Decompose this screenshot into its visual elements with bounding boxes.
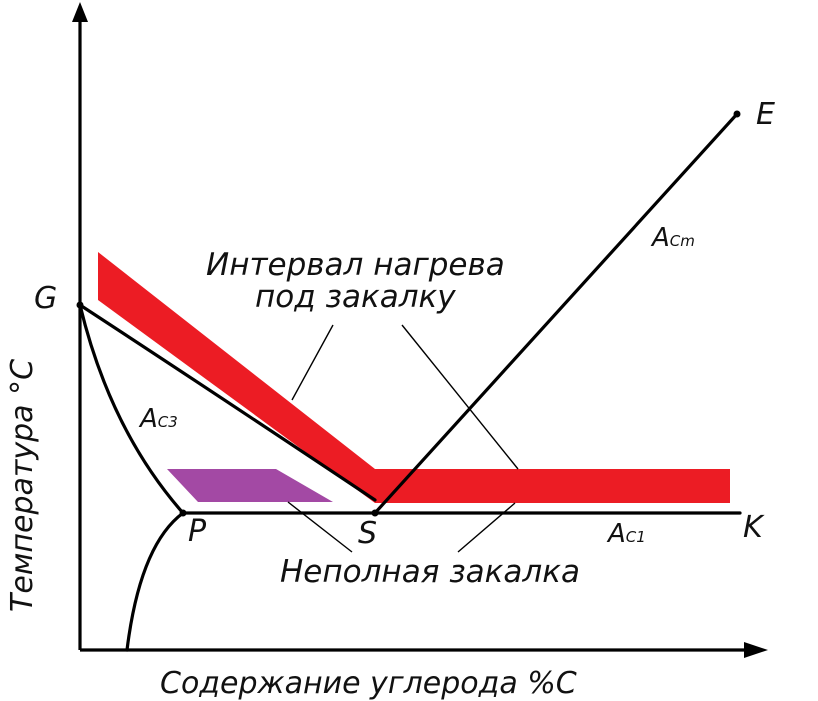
line-p-solvus xyxy=(125,511,185,652)
leader-heating-left xyxy=(291,324,334,401)
annotation-heating-line2: под закалку xyxy=(255,279,456,315)
leader-partial-left xyxy=(287,501,353,553)
annotation-partial-quench: Неполная закалка xyxy=(280,554,580,590)
point-e-marker xyxy=(733,110,741,118)
label-ac1: AC1 xyxy=(606,519,646,549)
label-acm: ACm xyxy=(650,223,695,253)
label-ac3-sub: C3 xyxy=(158,413,178,431)
point-label-k: K xyxy=(743,510,765,545)
annotation-heating-line1: Интервал нагрева xyxy=(206,247,505,283)
label-acm-main: A xyxy=(650,223,670,253)
point-g-marker xyxy=(76,301,84,309)
partial-quench-zone xyxy=(167,469,333,502)
point-label-e: E xyxy=(756,97,775,132)
heating-interval-band xyxy=(98,252,730,503)
line-gs-upper xyxy=(78,303,377,502)
label-ac1-main: A xyxy=(606,519,626,549)
leader-heating-right xyxy=(401,324,519,470)
x-axis-arrow-icon xyxy=(744,642,768,658)
point-label-g: G xyxy=(34,281,57,316)
y-axis-title: Температура °С xyxy=(5,359,40,612)
label-ac3: AC3 xyxy=(138,404,178,434)
leader-partial-right xyxy=(457,502,516,553)
label-ac1-sub: C1 xyxy=(626,528,646,546)
point-p-marker xyxy=(179,509,187,517)
label-acm-sub: Cm xyxy=(670,232,695,250)
label-ac3-main: A xyxy=(138,404,158,434)
line-gp-curve xyxy=(78,303,185,515)
point-label-p: P xyxy=(188,514,207,549)
line-se xyxy=(373,112,739,515)
x-axis-title: Содержание углерода %С xyxy=(160,666,577,701)
point-label-s: S xyxy=(358,516,377,551)
y-axis-arrow-icon xyxy=(72,2,88,22)
point-s-marker xyxy=(371,509,379,517)
